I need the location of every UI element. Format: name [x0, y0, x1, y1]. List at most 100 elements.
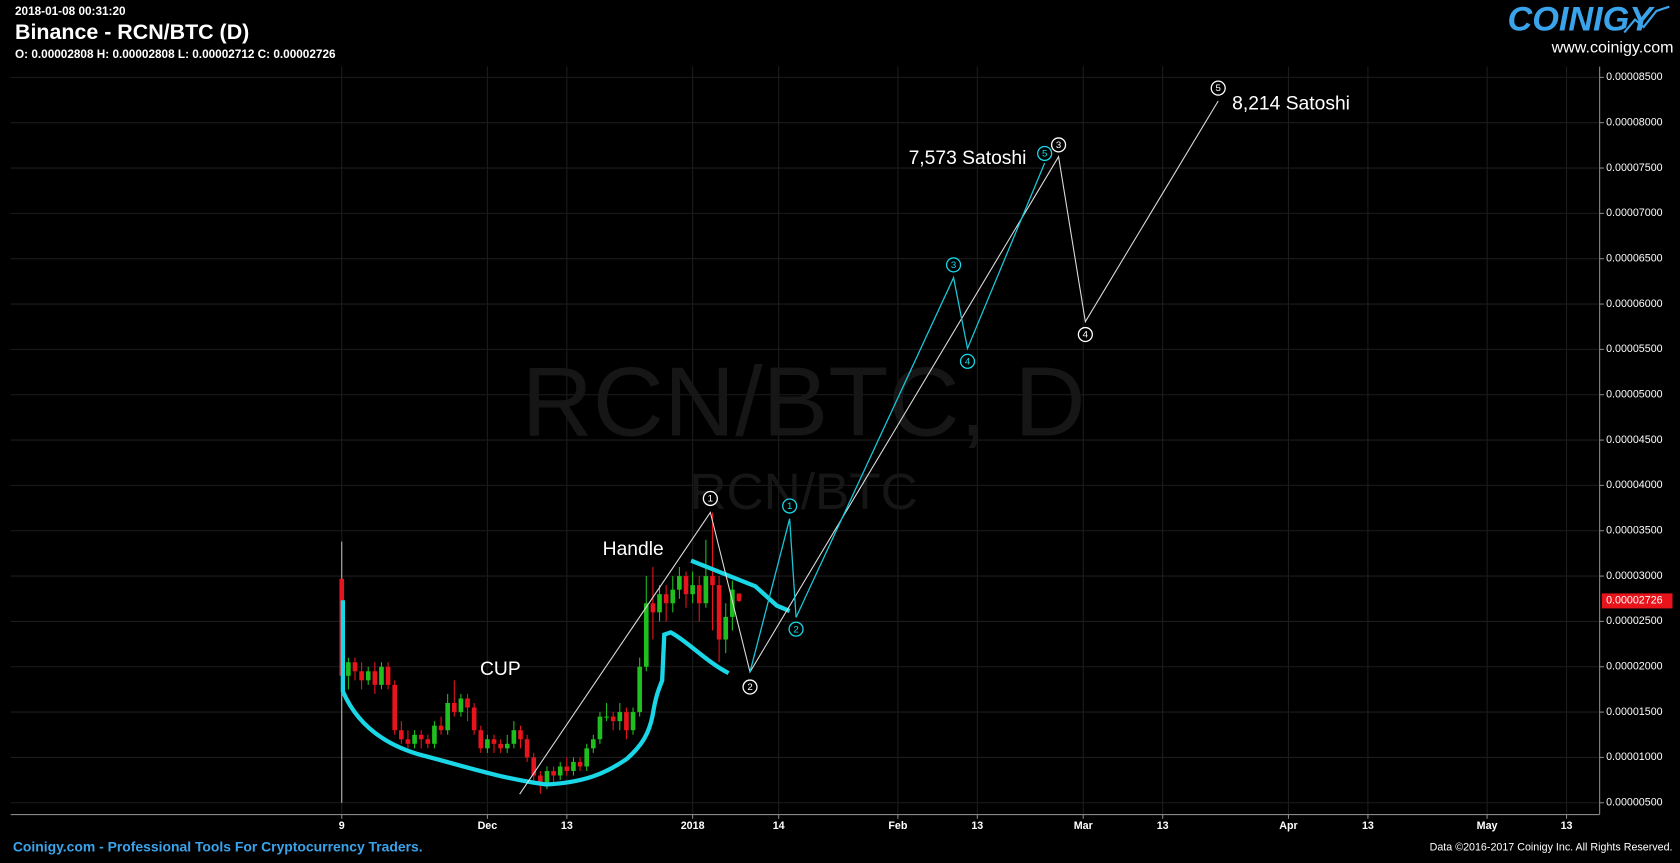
y-tick-label: 0.00008000 — [1606, 117, 1663, 129]
candle-body — [604, 716, 609, 718]
x-tick-label: Dec — [478, 820, 498, 832]
candle-body — [359, 671, 364, 681]
x-tick-label: Apr — [1279, 820, 1297, 832]
watermark: RCN/BTC, D — [522, 347, 1086, 457]
wave-label: 5 — [1216, 83, 1221, 94]
candle-body — [557, 766, 563, 776]
logo: COINIGY — [1508, 1, 1656, 39]
x-tick-label: 9 — [339, 820, 345, 832]
wave-label: 3 — [951, 260, 956, 271]
candle-body — [379, 666, 384, 685]
candle-body — [392, 684, 398, 731]
timestamp: 2018-01-08 00:31:20 — [15, 5, 126, 18]
candle-body — [736, 593, 742, 601]
candle-body — [471, 707, 477, 731]
candle-body — [478, 730, 484, 749]
y-tick-label: 0.00007000 — [1606, 207, 1663, 219]
candle-body — [524, 739, 530, 758]
wave-circle — [945, 257, 962, 273]
wave-label: 5 — [1042, 149, 1047, 160]
candle-body — [730, 589, 735, 617]
candle-body — [577, 761, 583, 767]
candle-body — [630, 712, 636, 731]
ohlc-readout: O: 0.00002808 H: 0.00002808 L: 0.0000271… — [15, 48, 336, 61]
candle-body — [425, 739, 431, 744]
x-tick-label: Mar — [1074, 820, 1093, 832]
wave-circle — [1210, 80, 1226, 96]
candle-body — [511, 730, 517, 744]
y-tick-label: 0.00001000 — [1606, 751, 1663, 763]
candle-body — [597, 716, 603, 740]
candle-body — [445, 703, 450, 731]
candle-body — [405, 739, 411, 744]
wave-label: 1 — [787, 501, 792, 512]
x-tick-label: 13 — [1561, 820, 1573, 832]
wave-label: 3 — [1056, 140, 1061, 151]
candle-body — [352, 662, 358, 672]
candle-body — [683, 576, 689, 595]
candle-body — [624, 712, 629, 731]
y-tick-label: 0.00005000 — [1606, 389, 1663, 401]
candle-body — [432, 725, 437, 744]
grid — [10, 66, 1600, 815]
y-tick-label: 0.00004000 — [1606, 479, 1663, 491]
candle-body — [518, 730, 523, 740]
cup-label: CUP — [480, 659, 521, 680]
logo-url: www.coinigy.com — [1551, 39, 1674, 57]
wave-label: 4 — [1083, 330, 1089, 341]
candle-body — [663, 594, 669, 604]
candle-body — [491, 739, 497, 744]
wave-circle — [1077, 326, 1093, 343]
candle-body — [372, 671, 378, 685]
x-tick-label: 13 — [561, 820, 573, 832]
candle-body — [696, 585, 702, 604]
handle-label: Handle — [603, 539, 664, 560]
candle-body — [504, 743, 510, 749]
y-tick-label: 0.00007500 — [1606, 162, 1663, 174]
wave-circle — [1050, 137, 1067, 153]
candle-body — [438, 725, 444, 731]
wave-circle — [742, 679, 758, 695]
candle-body — [670, 589, 676, 604]
candle-body — [498, 743, 503, 749]
wave-circle — [702, 490, 718, 507]
candle-body — [346, 662, 351, 676]
candle-body — [412, 734, 417, 744]
candle-body — [544, 771, 550, 785]
wave-circle — [959, 353, 976, 369]
wave-cyan-line — [749, 162, 1046, 673]
candle-body — [485, 739, 490, 749]
candle-body — [677, 576, 682, 590]
wave-markers: 1 2 3 4 5 1 2 3 4 5 — [702, 80, 1226, 695]
y-tick-label: 0.00000500 — [1606, 797, 1663, 809]
candle-body — [723, 616, 729, 640]
drawings — [340, 100, 1219, 795]
last-price-label: 0.00002726 — [1606, 595, 1663, 607]
cup-drawing — [340, 600, 730, 787]
y-tick-label: 0.00001500 — [1606, 706, 1663, 718]
x-tick-label: May — [1477, 820, 1498, 832]
y-tick-label: 0.00008500 — [1606, 71, 1663, 83]
candle-body — [710, 576, 715, 586]
candle-body — [418, 734, 424, 740]
candle-body — [399, 730, 404, 740]
candle-body — [690, 585, 695, 595]
candle-body — [716, 585, 722, 640]
y-tick-label: 0.00002000 — [1606, 661, 1663, 673]
y-tick-label: 0.00003500 — [1606, 525, 1663, 537]
candle-body — [564, 766, 570, 772]
x-tick-label: 2018 — [681, 820, 705, 832]
wave-circle — [1037, 145, 1053, 162]
candle-body — [538, 775, 543, 785]
candle-body — [617, 712, 623, 722]
candle-body — [451, 703, 457, 713]
x-tick-label: 13 — [971, 820, 983, 832]
y-tick-label: 0.00004500 — [1606, 434, 1663, 446]
y-tick-label: 0.00003000 — [1606, 570, 1663, 582]
candle-body — [703, 576, 709, 604]
candle-body — [584, 748, 590, 767]
candle-body — [531, 757, 537, 776]
